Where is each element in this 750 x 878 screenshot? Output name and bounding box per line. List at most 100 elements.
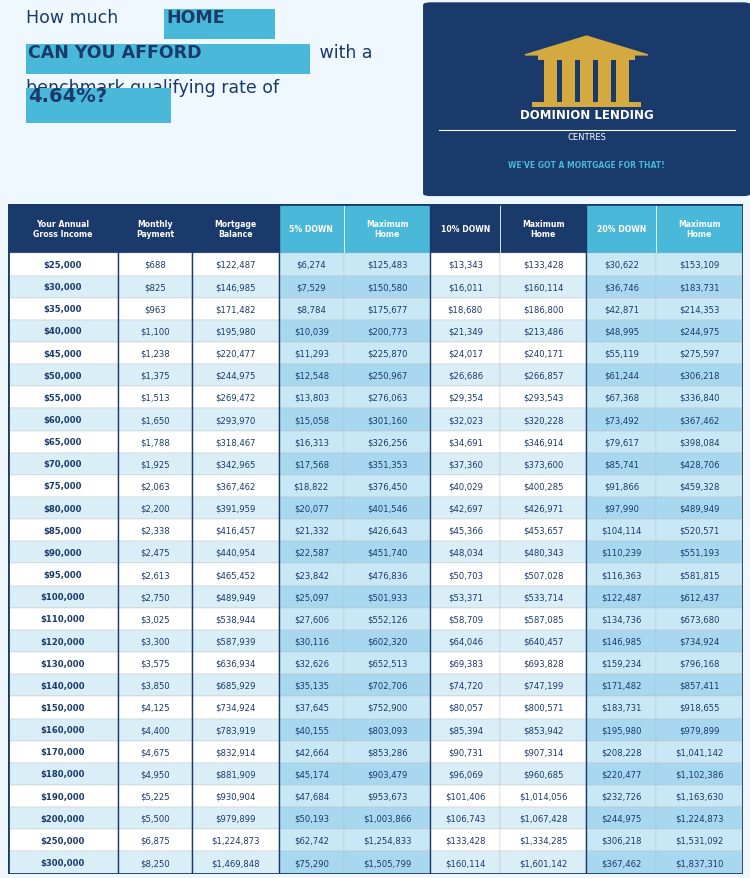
- Bar: [656, 342, 742, 364]
- Text: $11,293: $11,293: [294, 349, 328, 358]
- Bar: [586, 807, 656, 830]
- Text: $34,691: $34,691: [448, 437, 483, 447]
- Text: $300,000: $300,000: [40, 858, 85, 867]
- Text: $75,290: $75,290: [294, 858, 328, 867]
- Bar: [586, 652, 656, 674]
- Text: $42,664: $42,664: [294, 747, 328, 757]
- Text: $6,274: $6,274: [296, 261, 326, 270]
- Text: HOME: HOME: [166, 9, 225, 27]
- Text: $551,193: $551,193: [680, 548, 719, 558]
- Bar: [8, 409, 118, 431]
- Text: $61,244: $61,244: [604, 371, 639, 380]
- Bar: [8, 205, 118, 254]
- Text: $693,828: $693,828: [523, 658, 564, 668]
- Bar: [344, 475, 430, 498]
- Bar: [586, 498, 656, 520]
- Text: $42,697: $42,697: [448, 504, 483, 513]
- Bar: [500, 674, 586, 696]
- Text: $16,313: $16,313: [294, 437, 328, 447]
- Text: $953,673: $953,673: [368, 792, 407, 801]
- Bar: [586, 254, 656, 277]
- Bar: [278, 830, 344, 852]
- Bar: [430, 498, 500, 520]
- Text: $685,929: $685,929: [215, 681, 256, 690]
- Bar: [192, 475, 278, 498]
- Text: $376,450: $376,450: [368, 482, 407, 491]
- Text: benchmark qualifying rate of: benchmark qualifying rate of: [26, 79, 279, 97]
- Text: Maximum
Home: Maximum Home: [366, 220, 409, 239]
- Bar: [192, 277, 278, 299]
- Bar: [586, 342, 656, 364]
- Bar: [344, 431, 430, 453]
- Bar: [8, 277, 118, 299]
- Bar: [344, 719, 430, 741]
- Bar: [344, 409, 430, 431]
- Bar: [118, 696, 192, 719]
- Text: $640,457: $640,457: [524, 637, 563, 646]
- Text: $16,011: $16,011: [448, 283, 483, 291]
- Bar: [192, 254, 278, 277]
- Bar: [8, 741, 118, 763]
- Text: $240,171: $240,171: [524, 349, 563, 358]
- Text: $146,985: $146,985: [601, 637, 641, 646]
- Bar: [8, 674, 118, 696]
- Bar: [586, 542, 656, 564]
- Bar: [586, 431, 656, 453]
- Bar: [430, 807, 500, 830]
- Bar: [278, 342, 344, 364]
- Text: $2,063: $2,063: [140, 482, 170, 491]
- Text: $171,482: $171,482: [601, 681, 641, 690]
- Bar: [118, 852, 192, 874]
- Bar: [500, 342, 586, 364]
- Text: $8,250: $8,250: [140, 858, 170, 867]
- Bar: [8, 830, 118, 852]
- Bar: [586, 453, 656, 475]
- Bar: [8, 852, 118, 874]
- Bar: [430, 277, 500, 299]
- Text: $133,428: $133,428: [445, 836, 485, 845]
- Text: $979,899: $979,899: [215, 814, 256, 823]
- Text: $1,041,142: $1,041,142: [675, 747, 724, 757]
- Text: $171,482: $171,482: [215, 305, 256, 314]
- Text: $3,850: $3,850: [140, 681, 170, 690]
- Text: DOMINION LENDING: DOMINION LENDING: [520, 109, 653, 122]
- Bar: [118, 475, 192, 498]
- Text: $40,155: $40,155: [294, 725, 328, 734]
- Text: $42,871: $42,871: [604, 305, 639, 314]
- Text: 10% DOWN: 10% DOWN: [441, 225, 490, 234]
- Text: $130,000: $130,000: [40, 658, 86, 668]
- Bar: [656, 520, 742, 542]
- Bar: [430, 586, 500, 608]
- Bar: [500, 763, 586, 785]
- Bar: [586, 608, 656, 630]
- Bar: [430, 520, 500, 542]
- Text: $47,684: $47,684: [294, 792, 329, 801]
- Text: $351,353: $351,353: [368, 460, 407, 469]
- Text: $125,483: $125,483: [367, 261, 407, 270]
- Text: $963: $963: [145, 305, 166, 314]
- Text: $75,000: $75,000: [44, 482, 82, 491]
- Bar: [344, 364, 430, 387]
- Text: $13,343: $13,343: [448, 261, 483, 270]
- Text: $465,452: $465,452: [215, 571, 256, 579]
- Bar: [656, 498, 742, 520]
- Bar: [598, 61, 611, 103]
- Text: $50,703: $50,703: [448, 571, 483, 579]
- Text: $501,933: $501,933: [368, 593, 407, 601]
- Text: $21,349: $21,349: [448, 327, 483, 336]
- Text: $244,975: $244,975: [602, 814, 641, 823]
- Text: Your Annual
Gross Income: Your Annual Gross Income: [33, 220, 93, 239]
- Text: $146,985: $146,985: [215, 283, 256, 291]
- Text: $451,740: $451,740: [368, 548, 407, 558]
- Bar: [562, 61, 575, 103]
- Text: with a: with a: [314, 44, 372, 61]
- Bar: [118, 807, 192, 830]
- Text: $416,457: $416,457: [215, 526, 256, 536]
- Text: $800,571: $800,571: [523, 703, 563, 712]
- Bar: [500, 431, 586, 453]
- Text: $100,000: $100,000: [40, 593, 86, 601]
- Bar: [656, 387, 742, 409]
- Polygon shape: [525, 37, 648, 56]
- Text: $367,462: $367,462: [680, 415, 719, 425]
- Bar: [8, 696, 118, 719]
